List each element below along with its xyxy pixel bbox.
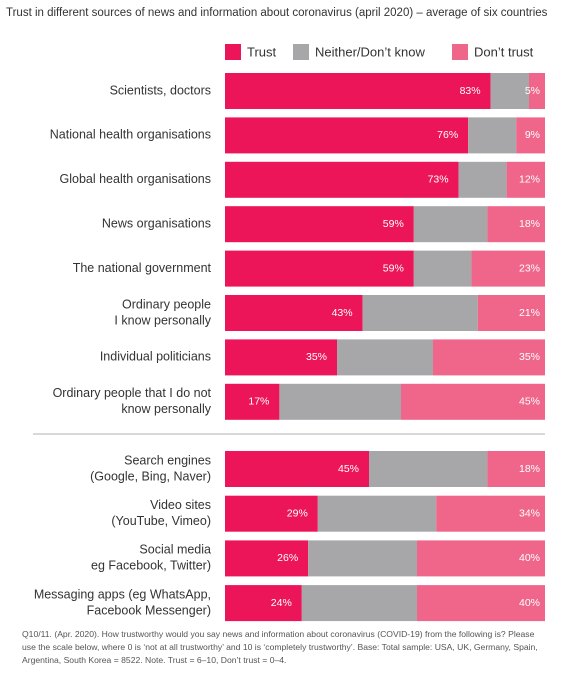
category-label: Search engines bbox=[124, 453, 211, 467]
value-label: 18% bbox=[519, 463, 540, 475]
category-label: know personally bbox=[121, 402, 211, 416]
bar-segment bbox=[225, 585, 302, 622]
bar-segment bbox=[225, 383, 280, 420]
value-label: 76% bbox=[437, 129, 458, 141]
category-label: (YouTube, Vimeo) bbox=[111, 514, 211, 528]
bar-segment bbox=[516, 117, 545, 154]
legend-label: Neither/Don’t know bbox=[315, 44, 425, 59]
bar-segment bbox=[225, 117, 469, 154]
legend-label: Don’t trust bbox=[474, 44, 534, 59]
category-label: National health organisations bbox=[50, 128, 211, 142]
bar-segment bbox=[487, 451, 545, 487]
bar-segment bbox=[413, 206, 488, 243]
value-label: 40% bbox=[519, 597, 540, 609]
category-label: (Google, Bing, Naver) bbox=[90, 469, 211, 483]
value-label: 5% bbox=[525, 85, 540, 97]
category-label: eg Facebook, Twitter) bbox=[91, 559, 211, 573]
bar-segment bbox=[487, 206, 545, 243]
value-label: 35% bbox=[519, 351, 540, 363]
value-label: 18% bbox=[519, 218, 540, 230]
bar-segment bbox=[225, 295, 363, 331]
value-label: 17% bbox=[248, 396, 269, 408]
bar-segment bbox=[301, 585, 417, 622]
category-label: Messaging apps (eg WhatsApp, bbox=[34, 587, 211, 601]
bar-segment bbox=[413, 250, 472, 287]
value-label: 24% bbox=[271, 597, 292, 609]
value-label: 34% bbox=[519, 507, 540, 519]
bar-segment bbox=[468, 117, 517, 154]
category-label: Global health organisations bbox=[60, 172, 212, 186]
legend-swatch bbox=[225, 44, 241, 60]
value-label: 12% bbox=[519, 174, 540, 186]
category-label: The national government bbox=[73, 261, 212, 275]
legend-swatch bbox=[293, 44, 309, 60]
category-label: Video sites bbox=[150, 498, 211, 512]
category-label: Individual politicians bbox=[100, 350, 211, 364]
footnote: Q10/11. (Apr. 2020). How trustworthy wou… bbox=[22, 629, 538, 665]
bar-segment bbox=[225, 206, 414, 243]
bar-segment bbox=[225, 540, 309, 577]
value-label: 29% bbox=[287, 507, 308, 519]
bar-segment bbox=[417, 585, 545, 622]
value-label: 35% bbox=[306, 351, 327, 363]
value-label: 40% bbox=[519, 552, 540, 564]
value-label: 23% bbox=[519, 262, 540, 274]
value-label: 9% bbox=[525, 129, 540, 141]
bar-segment bbox=[458, 161, 507, 198]
bar-segment bbox=[279, 383, 401, 420]
bar-segment bbox=[506, 161, 545, 198]
bar-segment bbox=[225, 495, 318, 532]
value-label: 45% bbox=[519, 396, 540, 408]
value-label: 45% bbox=[338, 463, 359, 475]
value-label: 59% bbox=[383, 262, 404, 274]
bar-segment bbox=[477, 295, 545, 331]
bar-segment bbox=[225, 339, 337, 376]
bar-segment bbox=[471, 250, 545, 287]
category-label: News organisations bbox=[102, 216, 211, 230]
bar-segment bbox=[337, 339, 433, 376]
bar-segment bbox=[401, 383, 545, 420]
bar-segment bbox=[225, 250, 414, 287]
bar-segment bbox=[225, 161, 459, 198]
bar-segment bbox=[529, 73, 545, 109]
category-label: Social media bbox=[139, 543, 211, 557]
category-label: Scientists, doctors bbox=[110, 83, 211, 97]
value-label: 26% bbox=[277, 552, 298, 564]
bar-segment bbox=[308, 540, 417, 577]
legend-label: Trust bbox=[247, 44, 277, 59]
bar-segment bbox=[436, 495, 545, 532]
chart: Trust in different sources of news and i… bbox=[6, 7, 548, 622]
chart-title: Trust in different sources of news and i… bbox=[6, 7, 548, 19]
value-label: 83% bbox=[460, 85, 481, 97]
legend-swatch bbox=[452, 44, 468, 60]
value-label: 21% bbox=[519, 307, 540, 319]
value-label: 73% bbox=[428, 174, 449, 186]
bar-segment bbox=[369, 451, 488, 487]
value-label: 43% bbox=[332, 307, 353, 319]
bar-segment bbox=[225, 451, 369, 487]
bar-segment bbox=[317, 495, 437, 532]
category-label: Ordinary people bbox=[122, 297, 211, 311]
bar-segment bbox=[490, 73, 529, 109]
value-label: 59% bbox=[383, 218, 404, 230]
category-label: Facebook Messenger) bbox=[87, 603, 211, 617]
category-label: I know personally bbox=[114, 313, 211, 327]
bar-segment bbox=[362, 295, 478, 331]
bar-segment bbox=[433, 339, 545, 376]
bar-segment bbox=[225, 73, 491, 109]
category-label: Ordinary people that I do not bbox=[53, 386, 212, 400]
bar-segment bbox=[417, 540, 545, 577]
